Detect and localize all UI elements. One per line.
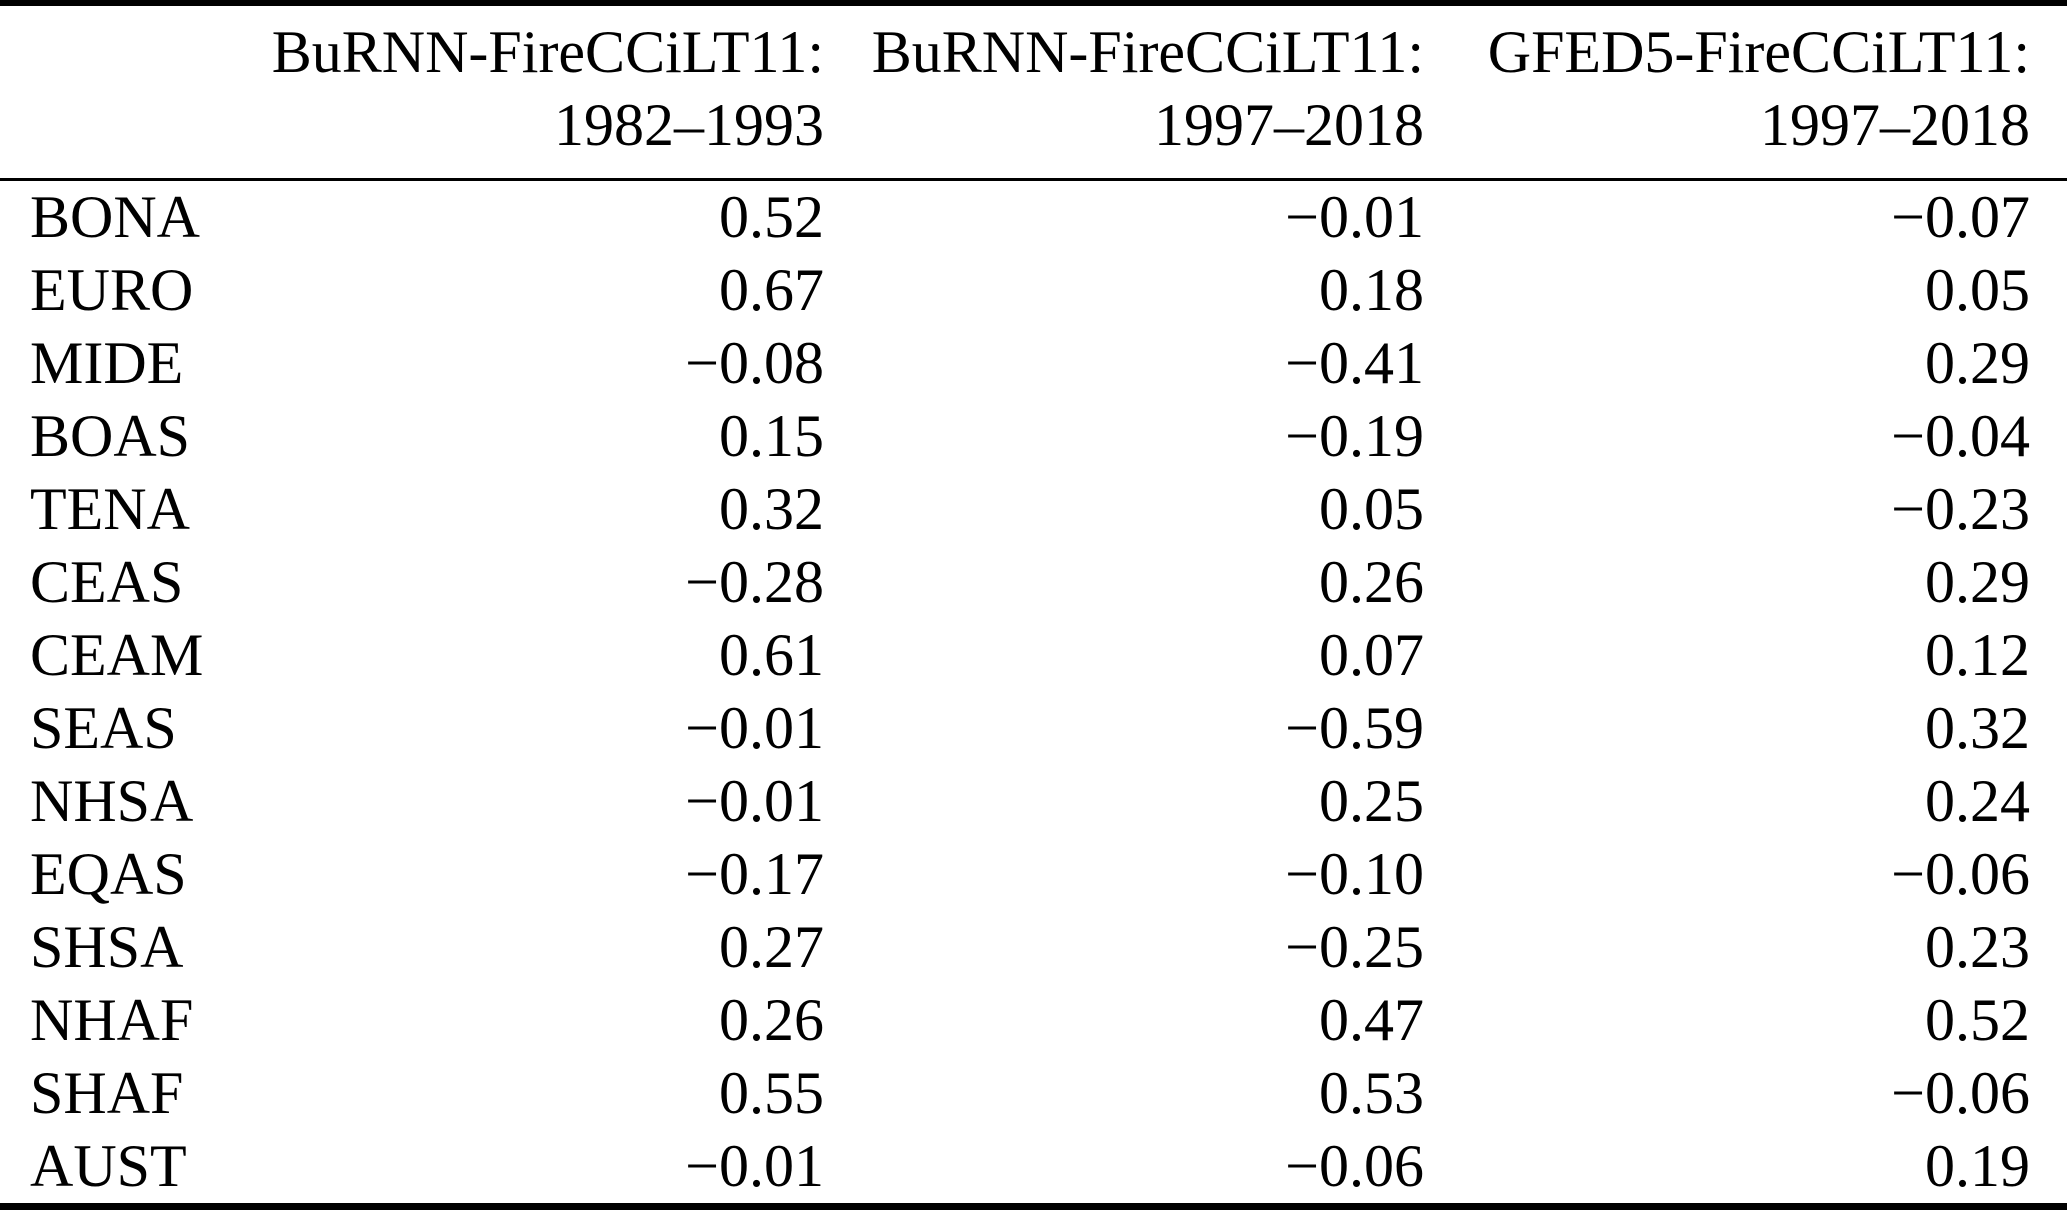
value-cell: 0.05 [1925,257,2030,323]
table-row: NHAF 0.26 0.47 0.52 [0,984,2067,1057]
value-cell: 0.53 [1319,1060,1424,1126]
table-row: EQAS −0.17 −0.10 −0.06 [0,838,2067,911]
region-label: CEAM [30,622,204,688]
value-cell: −0.59 [1285,695,1424,761]
value-cell: 0.12 [1925,622,2030,688]
column-header-title: BuRNN-FireCCiLT11: [871,19,1424,85]
value-cell: 0.24 [1925,768,2030,834]
table-row: SEAS −0.01 −0.59 0.32 [0,692,2067,765]
region-label: SHSA [30,914,184,980]
value-cell: −0.28 [685,549,824,615]
column-header-burnn-1982-1993: BuRNN-FireCCiLT11: 1982–1993 [0,3,824,181]
column-header-burnn-1997-2018: BuRNN-FireCCiLT11: 1997–2018 [824,3,1424,181]
region-label: NHSA [30,768,194,834]
value-cell: −0.08 [685,330,824,396]
value-cell: 0.26 [719,987,824,1053]
region-label: SEAS [30,695,177,761]
table-row: TENA 0.32 0.05 −0.23 [0,473,2067,546]
value-cell: −0.01 [1285,184,1424,250]
column-header-gfed5-1997-2018: GFED5-FireCCiLT11: 1997–2018 [1424,3,2067,181]
value-cell: −0.19 [1285,403,1424,469]
value-cell: 0.52 [719,184,824,250]
value-cell: −0.06 [1285,1133,1424,1199]
value-cell: −0.17 [685,841,824,907]
table-row: MIDE −0.08 −0.41 0.29 [0,327,2067,400]
column-header-period: 1997–2018 [1154,92,1424,158]
region-label: CEAS [30,549,184,615]
value-cell: 0.29 [1925,549,2030,615]
value-cell: 0.26 [1319,549,1424,615]
region-label: NHAF [30,987,194,1053]
table-row: BOAS 0.15 −0.19 −0.04 [0,400,2067,473]
table-row: AUST −0.01 −0.06 0.19 [0,1130,2067,1207]
value-cell: 0.47 [1319,987,1424,1053]
region-label: MIDE [30,330,184,396]
value-cell: 0.27 [719,914,824,980]
region-label: TENA [30,476,190,542]
region-label: BONA [30,184,201,250]
value-cell: −0.01 [685,695,824,761]
value-cell: −0.06 [1891,1060,2030,1126]
region-label: EQAS [30,841,187,907]
value-cell: 0.32 [1925,695,2030,761]
table-row: NHSA −0.01 0.25 0.24 [0,765,2067,838]
value-cell: 0.32 [719,476,824,542]
value-cell: 0.25 [1319,768,1424,834]
region-label: SHAF [30,1060,184,1126]
table-row: SHSA 0.27 −0.25 0.23 [0,911,2067,984]
value-cell: 0.05 [1319,476,1424,542]
value-cell: −0.06 [1891,841,2030,907]
table-row: SHAF 0.55 0.53 −0.06 [0,1057,2067,1130]
region-label: EURO [30,257,194,323]
column-header-period: 1997–2018 [1760,92,2030,158]
value-cell: −0.01 [685,1133,824,1199]
value-cell: 0.55 [719,1060,824,1126]
value-cell: −0.01 [685,768,824,834]
value-cell: −0.10 [1285,841,1424,907]
table-header: BuRNN-FireCCiLT11: 1982–1993 BuRNN-FireC… [0,3,2067,181]
value-cell: −0.41 [1285,330,1424,396]
header-row: BuRNN-FireCCiLT11: 1982–1993 BuRNN-FireC… [0,3,2067,181]
column-header-title: GFED5-FireCCiLT11: [1487,19,2030,85]
value-cell: 0.19 [1925,1133,2030,1199]
column-header-period: 1982–1993 [554,92,824,158]
value-cell: 0.29 [1925,330,2030,396]
table-row: CEAM 0.61 0.07 0.12 [0,619,2067,692]
value-cell: 0.67 [719,257,824,323]
region-label: AUST [30,1133,187,1199]
value-cell: −0.04 [1891,403,2030,469]
table-row: EURO 0.67 0.18 0.05 [0,254,2067,327]
column-header-title: BuRNN-FireCCiLT11: [271,19,824,85]
value-cell: −0.25 [1285,914,1424,980]
value-cell: 0.15 [719,403,824,469]
value-cell: −0.07 [1891,184,2030,250]
table-row: CEAS −0.28 0.26 0.29 [0,546,2067,619]
table-row: BONA 0.52 −0.01 −0.07 [0,180,2067,255]
table-body: BONA 0.52 −0.01 −0.07 EURO 0.67 0.18 0.0… [0,180,2067,1207]
value-cell: 0.18 [1319,257,1424,323]
value-cell: 0.23 [1925,914,2030,980]
value-cell: 0.52 [1925,987,2030,1053]
value-cell: 0.07 [1319,622,1424,688]
value-cell: −0.23 [1891,476,2030,542]
region-label: BOAS [30,403,191,469]
value-cell: 0.61 [719,622,824,688]
